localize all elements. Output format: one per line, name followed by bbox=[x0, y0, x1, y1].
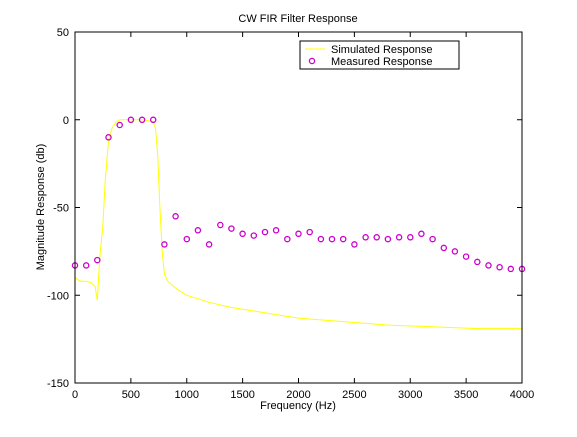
data-point-measured-response bbox=[127, 116, 135, 124]
data-point-measured-response bbox=[485, 262, 492, 269]
data-point-measured-response bbox=[328, 235, 336, 243]
data-point-measured-response bbox=[440, 244, 448, 252]
data-point-measured-response bbox=[407, 234, 414, 241]
data-point-measured-response bbox=[317, 235, 325, 243]
y-tick-label: -100 bbox=[47, 290, 69, 302]
data-point-measured-response bbox=[261, 228, 269, 236]
data-point-measured-response bbox=[272, 227, 280, 234]
y-axis-title: Magnitude Response (db) bbox=[35, 144, 47, 271]
x-tick-label: 3000 bbox=[398, 389, 422, 401]
x-tick-label: 1500 bbox=[230, 389, 254, 401]
data-point-measured-response bbox=[228, 225, 235, 232]
data-point-measured-response bbox=[451, 248, 459, 255]
y-tick-label: 0 bbox=[63, 115, 69, 127]
data-point-measured-response bbox=[284, 235, 291, 243]
legend-label: Measured Response bbox=[331, 56, 433, 68]
data-point-measured-response bbox=[172, 213, 179, 220]
data-point-measured-response bbox=[194, 227, 202, 234]
data-point-measured-response bbox=[295, 230, 302, 238]
data-point-measured-response bbox=[94, 256, 101, 264]
data-point-measured-response bbox=[395, 234, 403, 241]
data-point-measured-response bbox=[217, 221, 224, 229]
data-point-measured-response bbox=[507, 265, 515, 273]
chart-title: CW FIR Filter Response bbox=[238, 13, 357, 25]
y-tick-label: -50 bbox=[53, 203, 69, 215]
data-point-measured-response bbox=[149, 116, 157, 124]
x-tick-label: 3500 bbox=[454, 389, 478, 401]
data-point-measured-response bbox=[138, 116, 146, 124]
legend-label: Simulated Response bbox=[331, 44, 433, 56]
data-point-measured-response bbox=[161, 241, 168, 248]
data-point-measured-response bbox=[250, 232, 258, 239]
data-point-measured-response bbox=[105, 134, 112, 141]
data-point-measured-response bbox=[384, 235, 392, 243]
data-point-measured-response bbox=[373, 234, 380, 241]
axis-ticks: 0 500 1000 1500 2000 2500 3000 3500 4000-150-100… bbox=[47, 27, 534, 401]
data-point-measured-response bbox=[496, 263, 503, 271]
data-point-measured-response bbox=[183, 235, 191, 243]
x-tick-label: 500 bbox=[122, 389, 140, 401]
x-tick-label: 1000 bbox=[175, 389, 199, 401]
data-point-measured-response bbox=[82, 262, 90, 269]
x-tick-label: 2500 bbox=[342, 389, 366, 401]
data-point-measured-response bbox=[351, 241, 358, 248]
y-tick-label: 50 bbox=[57, 27, 69, 39]
x-axis-title: Frequency (Hz) bbox=[260, 400, 336, 412]
data-point-measured-response bbox=[306, 228, 313, 236]
data-point-measured-response bbox=[418, 230, 425, 238]
legend-swatch-marker bbox=[308, 57, 316, 65]
plot-area bbox=[71, 116, 526, 330]
x-tick-label: 4000 bbox=[510, 389, 534, 401]
x-tick-label: 0 bbox=[72, 389, 78, 401]
legend-box bbox=[299, 40, 460, 70]
data-point-measured-response bbox=[429, 235, 436, 243]
plot-frame bbox=[74, 31, 523, 384]
y-tick-label: -150 bbox=[47, 378, 69, 390]
series-line-simulated-response bbox=[74, 119, 522, 330]
data-point-measured-response bbox=[116, 121, 123, 129]
data-point-measured-response bbox=[205, 241, 213, 248]
data-point-measured-response bbox=[339, 235, 347, 243]
data-point-measured-response bbox=[462, 253, 470, 260]
data-point-measured-response bbox=[474, 258, 481, 266]
data-point-measured-response bbox=[362, 234, 369, 241]
data-point-measured-response bbox=[239, 230, 246, 238]
x-tick-label: 2000 bbox=[286, 389, 310, 401]
